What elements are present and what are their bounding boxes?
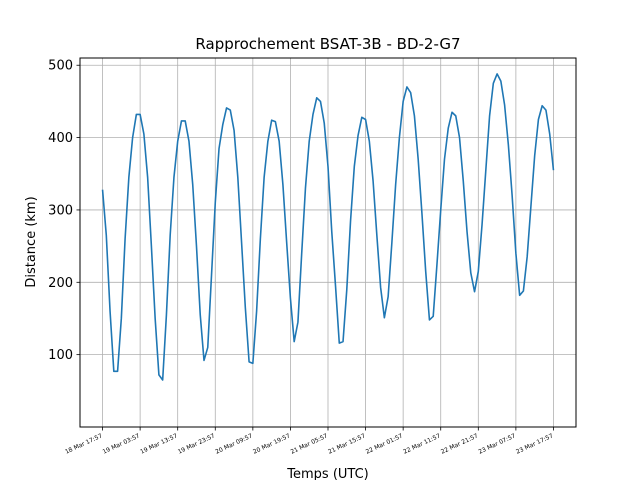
y-axis-title: Distance (km) <box>24 196 39 287</box>
x-axis-title: Temps (UTC) <box>286 467 368 480</box>
y-tick-label: 400 <box>48 131 73 146</box>
grid-lines <box>80 58 576 427</box>
series-group <box>101 73 555 381</box>
y-tick-label: 100 <box>48 348 73 363</box>
y-tick-label: 500 <box>48 59 73 74</box>
y-axis-ticks: 100 200 300 400 500 <box>48 59 80 363</box>
series-line <box>101 73 555 381</box>
y-tick-label: 200 <box>48 276 73 291</box>
chart-title: Rapprochement BSAT-3B - BD-2-G7 <box>195 35 460 53</box>
y-tick-label: 300 <box>48 203 73 218</box>
